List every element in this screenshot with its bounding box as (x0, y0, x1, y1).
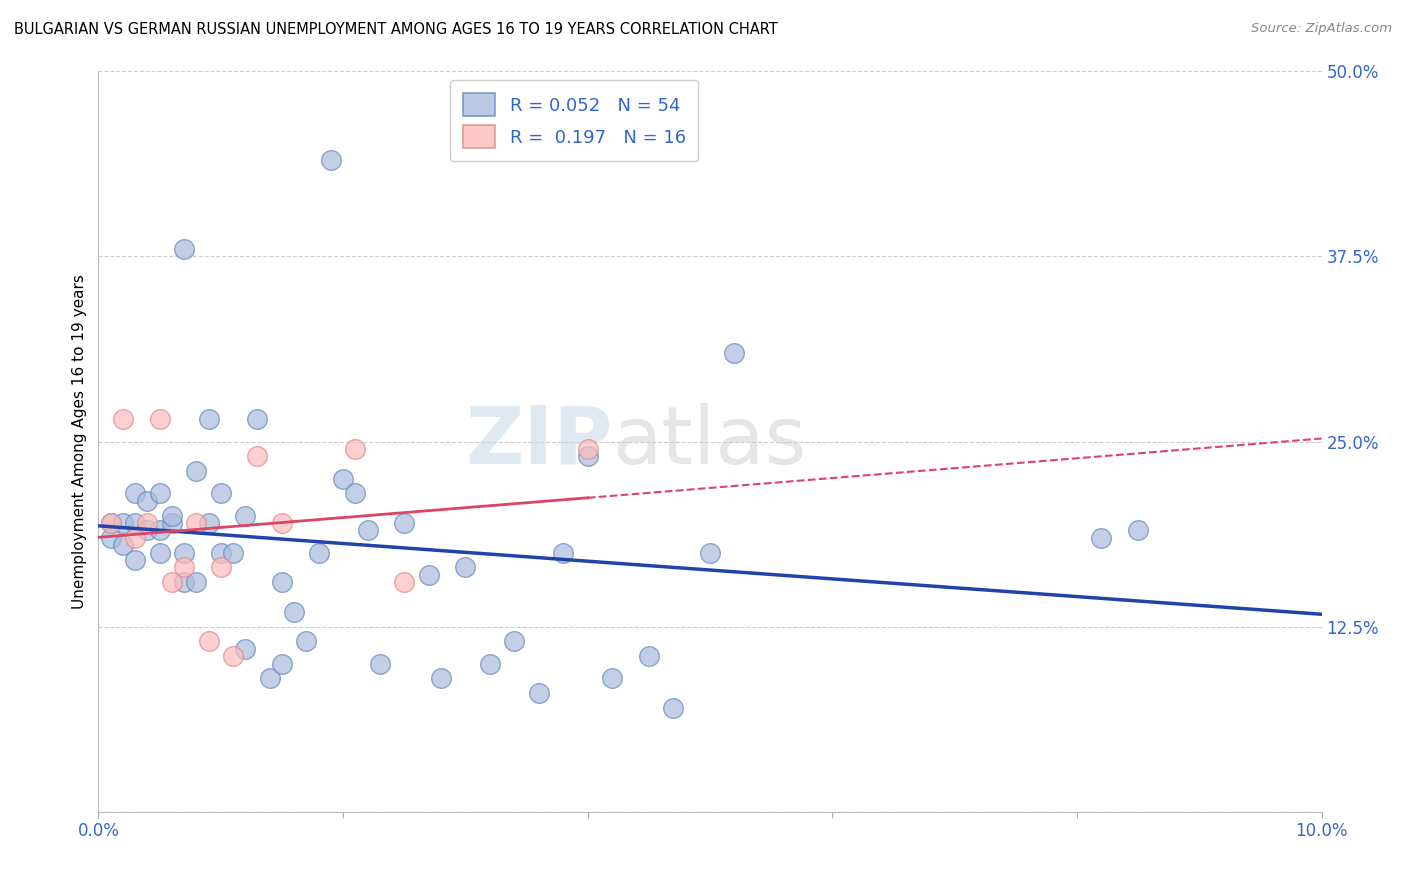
Bulgarians (319, 153, 342, 168)
Bulgarians (149, 486, 172, 500)
Bulgarians (392, 516, 416, 530)
Text: Source: ZipAtlas.com: Source: ZipAtlas.com (1251, 22, 1392, 36)
Bulgarians (124, 553, 146, 567)
Bulgarians (222, 546, 245, 560)
German Russians (209, 560, 232, 574)
German Russians (197, 634, 219, 648)
Bulgarians (136, 493, 159, 508)
Bulgarians (111, 516, 134, 530)
Bulgarians (186, 575, 208, 590)
Bulgarians (368, 657, 391, 671)
Legend: R = 0.052   N = 54, R =  0.197   N = 16: R = 0.052 N = 54, R = 0.197 N = 16 (450, 80, 699, 161)
Bulgarians (553, 546, 575, 560)
Bulgarians (527, 686, 550, 700)
German Russians (222, 649, 245, 664)
Bulgarians (295, 634, 318, 648)
German Russians (111, 412, 134, 426)
Bulgarians (478, 657, 501, 671)
Bulgarians (173, 242, 195, 256)
Bulgarians (308, 546, 330, 560)
German Russians (136, 516, 159, 530)
Bulgarians (160, 508, 183, 523)
German Russians (100, 516, 122, 530)
Bulgarians (259, 672, 281, 686)
German Russians (392, 575, 416, 590)
Bulgarians (270, 657, 292, 671)
Bulgarians (149, 524, 172, 538)
Y-axis label: Unemployment Among Ages 16 to 19 years: Unemployment Among Ages 16 to 19 years (72, 274, 87, 609)
Bulgarians (149, 546, 172, 560)
Bulgarians (111, 538, 134, 552)
German Russians (149, 412, 172, 426)
Bulgarians (100, 531, 122, 545)
Bulgarians (233, 508, 256, 523)
German Russians (186, 516, 208, 530)
Bulgarians (662, 701, 685, 715)
German Russians (246, 450, 269, 464)
Bulgarians (160, 516, 183, 530)
Text: BULGARIAN VS GERMAN RUSSIAN UNEMPLOYMENT AMONG AGES 16 TO 19 YEARS CORRELATION C: BULGARIAN VS GERMAN RUSSIAN UNEMPLOYMENT… (14, 22, 778, 37)
Bulgarians (454, 560, 477, 574)
German Russians (270, 516, 292, 530)
Bulgarians (637, 649, 661, 664)
Bulgarians (186, 464, 208, 478)
Bulgarians (418, 567, 440, 582)
Bulgarians (100, 516, 122, 530)
Bulgarians (723, 345, 745, 359)
Text: atlas: atlas (612, 402, 807, 481)
Bulgarians (233, 641, 256, 656)
Bulgarians (1090, 531, 1112, 545)
Bulgarians (283, 605, 305, 619)
Text: ZIP: ZIP (465, 402, 612, 481)
Bulgarians (173, 575, 195, 590)
Bulgarians (1128, 524, 1150, 538)
Bulgarians (699, 546, 721, 560)
Bulgarians (503, 634, 526, 648)
Bulgarians (356, 524, 378, 538)
German Russians (173, 560, 195, 574)
Bulgarians (124, 486, 146, 500)
German Russians (344, 442, 367, 456)
Bulgarians (197, 412, 219, 426)
German Russians (576, 442, 599, 456)
Bulgarians (576, 450, 599, 464)
Bulgarians (209, 486, 232, 500)
Bulgarians (270, 575, 292, 590)
Bulgarians (600, 672, 623, 686)
German Russians (124, 531, 146, 545)
Bulgarians (246, 412, 269, 426)
Bulgarians (209, 546, 232, 560)
Bulgarians (344, 486, 367, 500)
German Russians (160, 575, 183, 590)
Bulgarians (136, 524, 159, 538)
Bulgarians (332, 471, 354, 485)
Bulgarians (197, 516, 219, 530)
Bulgarians (430, 672, 453, 686)
Bulgarians (124, 516, 146, 530)
Bulgarians (173, 546, 195, 560)
